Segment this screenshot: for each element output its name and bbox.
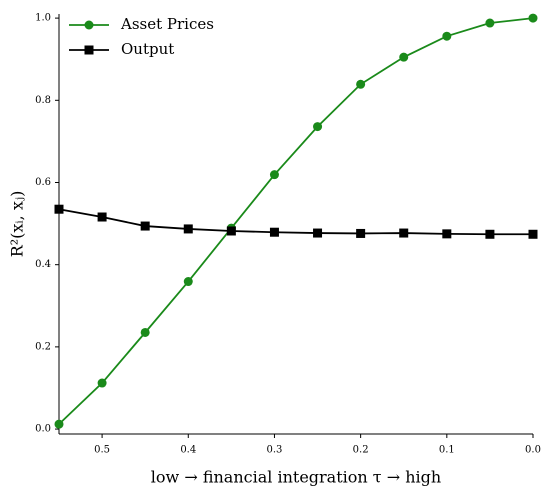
marker (54, 419, 64, 429)
series-line (58, 208, 533, 236)
marker (528, 13, 538, 23)
marker (140, 221, 150, 231)
marker (140, 327, 150, 337)
x-axis-label: low → financial integration τ → high (151, 468, 441, 487)
y-tick-label: 0.4 (35, 259, 51, 270)
marker (399, 228, 409, 238)
marker (97, 378, 107, 388)
marker (485, 18, 495, 28)
marker (269, 170, 279, 180)
marker (356, 79, 366, 89)
marker (226, 226, 236, 236)
marker (269, 227, 279, 237)
x-tick-label: 0.5 (94, 445, 110, 456)
marker (356, 228, 366, 238)
marker (84, 45, 94, 55)
marker (183, 224, 193, 234)
y-tick-label: 1.0 (35, 13, 51, 24)
y-tick-label: 0.0 (35, 424, 51, 435)
marker (84, 20, 94, 30)
marker (97, 212, 107, 222)
marker (485, 229, 495, 239)
x-tick-label: 0.1 (439, 445, 455, 456)
marker (442, 31, 452, 41)
y-axis-label: R²(xᵢ, xⱼ) (8, 191, 27, 258)
legend-label: Output (121, 40, 174, 58)
marker (313, 122, 323, 132)
marker (54, 204, 64, 214)
y-tick-label: 0.2 (35, 341, 51, 352)
x-tick-label: 0.2 (353, 445, 369, 456)
x-tick-label: 0.0 (525, 445, 541, 456)
series-line (58, 17, 534, 425)
marker (442, 229, 452, 239)
x-tick-label: 0.3 (267, 445, 283, 456)
marker (399, 52, 409, 62)
y-tick-label: 0.8 (35, 95, 51, 106)
marker (528, 229, 538, 239)
marker (183, 277, 193, 287)
x-tick-label: 0.4 (180, 445, 196, 456)
y-tick-label: 0.6 (35, 177, 51, 188)
legend-label: Asset Prices (120, 15, 214, 33)
marker (313, 228, 323, 238)
